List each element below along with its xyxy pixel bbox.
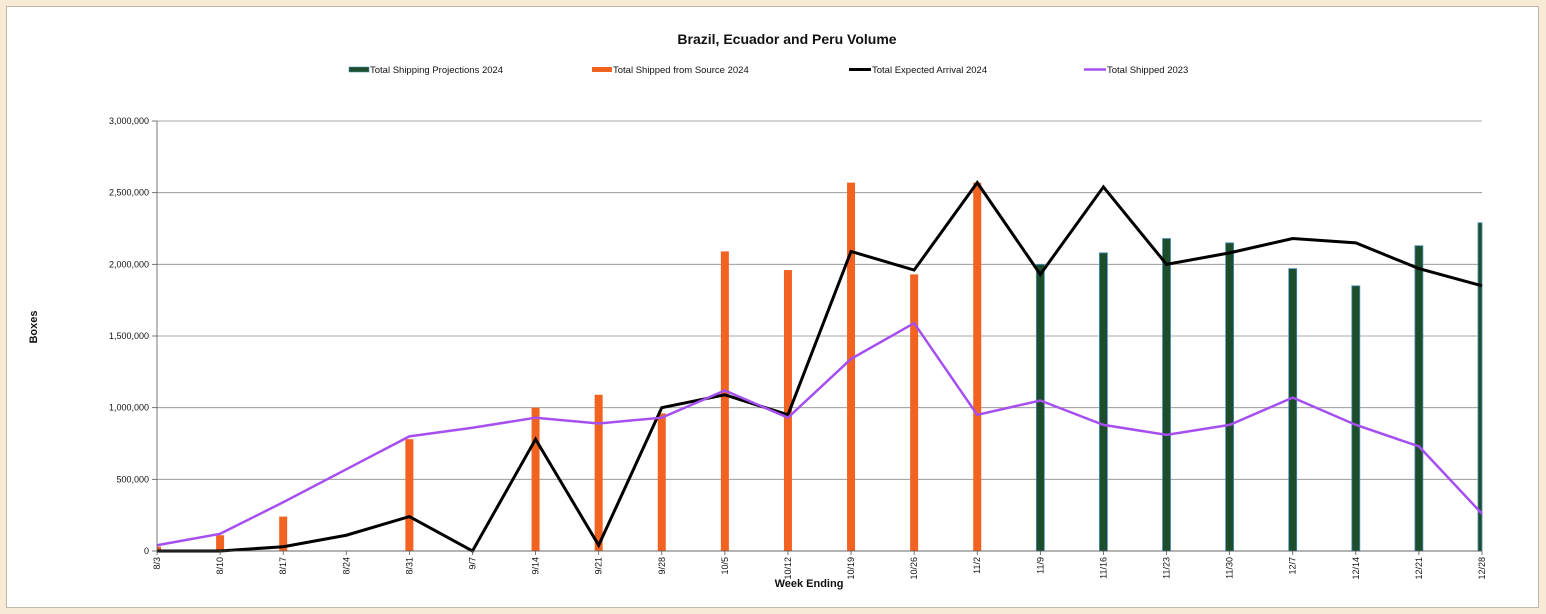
x-tick-label: 11/16 [1098,557,1108,579]
legend-label: Total Shipping Projections 2024 [370,65,503,76]
y-tick-label: 0 [144,546,149,556]
bar-shipped-from-source [157,546,161,551]
chart-frame: Brazil, Ecuador and Peru Volume Total Sh… [6,6,1539,608]
x-tick-label: 11/2 [972,557,982,574]
bar-shipped-from-source [594,394,603,551]
y-tick-label: 1,500,000 [109,331,149,341]
y-axis-ticks: 0 500,000 1,000,000 1,500,000 2,000,000 2,500… [109,116,157,556]
bar-shipping-projection [1351,285,1361,552]
bar-shipped-from-source [531,407,540,551]
bar-shipping-projection [1099,252,1108,552]
legend-swatch [348,66,370,73]
x-tick-label: 12/21 [1414,557,1424,580]
bar-shipped-from-source [405,439,414,551]
legend: Total Shipping Projections 2024 Total Shi… [348,65,1188,76]
bar-shipping-projection [1225,242,1235,552]
legend-label: Total Expected Arrival 2024 [872,65,987,76]
x-tick-label: 10/19 [846,557,856,580]
y-tick-label: 500,000 [116,474,149,484]
y-tick-label: 1,000,000 [109,403,149,413]
bar-shipping-projection [1035,263,1045,552]
line-expected-arrival [157,180,1483,554]
x-tick-label: 9/21 [594,557,604,575]
chart-title: Brazil, Ecuador and Peru Volume [677,31,896,47]
line-series [156,180,1483,554]
bar-shipping-projection [1414,245,1424,552]
x-tick-label: 10/5 [720,557,730,575]
bar-shipping-projection [1477,222,1483,552]
x-tick-label: 8/3 [152,557,162,570]
x-tick-label: 10/26 [909,557,919,580]
line-shipped-2023 [156,321,1483,547]
x-tick-label: 12/14 [1351,557,1361,580]
y-tick-label: 2,000,000 [109,259,149,269]
x-tick-label: 10/12 [783,557,793,580]
bar-shipping-projection [1288,268,1298,552]
x-tick-label: 12/28 [1477,557,1487,580]
bar-shipped-from-source [847,182,856,551]
x-axis-title: Week Ending [775,578,844,590]
x-tick-label: 8/17 [278,557,288,575]
chart-canvas: Brazil, Ecuador and Peru Volume Total Sh… [28,31,1487,590]
legend-label: Total Shipped from Source 2024 [613,65,749,76]
x-tick-label: 11/30 [1225,557,1235,579]
x-tick-label: 8/24 [341,557,351,575]
bar-shipped-from-source [910,274,919,551]
axes [156,121,1482,552]
x-tick-label: 11/9 [1035,557,1045,574]
legend-swatch [592,67,612,72]
bar-shipped-from-source [783,270,792,551]
x-axis-ticks: 8/3 8/10 8/17 8/24 8/31 9/7 9/14 9/21 9/28 10/5 10… [152,551,1487,580]
x-tick-label: 9/28 [657,557,667,575]
bar-shipped-from-source [720,251,729,551]
bar-shipping-projection [1162,238,1171,552]
bar-shipped-from-source [216,535,225,551]
bar-series [157,182,1483,552]
x-tick-label: 11/23 [1162,557,1172,579]
x-tick-label: 9/14 [531,557,541,575]
y-axis-title: Boxes [28,310,40,343]
y-tick-label: 2,500,000 [109,188,149,198]
bar-shipped-from-source [973,182,982,551]
x-tick-label: 8/10 [215,557,225,575]
x-tick-label: 12/7 [1288,557,1298,575]
y-tick-label: 3,000,000 [109,116,149,126]
x-tick-label: 8/31 [404,557,414,575]
legend-label: Total Shipped 2023 [1107,65,1188,76]
x-tick-label: 9/7 [467,557,477,570]
bar-shipped-from-source [657,413,666,551]
bar-shipped-from-source [279,516,288,551]
